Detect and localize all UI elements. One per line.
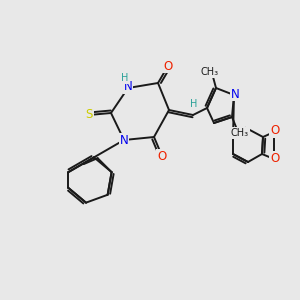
Text: CH₃: CH₃: [231, 128, 249, 138]
Text: O: O: [158, 149, 166, 163]
Text: H: H: [121, 73, 129, 83]
Text: S: S: [85, 109, 93, 122]
Text: N: N: [231, 88, 239, 100]
Text: H: H: [190, 99, 198, 109]
Text: N: N: [120, 134, 128, 146]
Text: O: O: [270, 152, 280, 164]
Text: O: O: [270, 124, 280, 137]
Text: O: O: [164, 59, 172, 73]
Text: CH₃: CH₃: [201, 67, 219, 77]
Text: N: N: [124, 80, 132, 94]
